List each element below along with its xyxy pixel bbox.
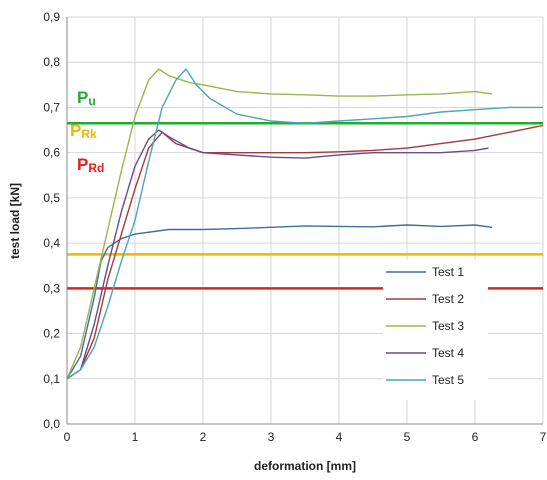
x-tick-label: 0	[64, 430, 71, 444]
reference-label-main: P	[77, 155, 88, 174]
legend-label: Test 1	[432, 265, 464, 279]
x-tick-label: 2	[200, 430, 207, 444]
x-axis-label: deformation [mm]	[254, 459, 356, 473]
x-tick-label: 5	[404, 430, 411, 444]
series-group	[66, 68, 544, 380]
x-tick-label: 7	[540, 430, 547, 444]
series-line	[66, 224, 493, 380]
legend-label: Test 3	[432, 319, 464, 333]
reference-label-sub: Rk	[81, 127, 97, 141]
legend-label: Test 4	[432, 346, 464, 360]
x-tick-label: 1	[132, 430, 139, 444]
y-tick-label: 0,0	[43, 417, 60, 431]
y-tick-label: 0,9	[43, 10, 60, 24]
y-tick-label: 0,2	[43, 327, 60, 341]
y-tick-label: 0,3	[43, 281, 60, 295]
x-tick-label: 3	[268, 430, 275, 444]
legend-label: Test 5	[432, 373, 464, 387]
reference-label-main: P	[77, 88, 88, 107]
y-tick-label: 0,6	[43, 146, 60, 160]
reference-label-main: P	[70, 121, 81, 140]
series-line	[66, 129, 489, 380]
y-tick-label: 0,1	[43, 372, 60, 386]
x-tick-label: 6	[472, 430, 479, 444]
y-tick-label: 0,4	[43, 236, 60, 250]
reference-label-sub: u	[88, 94, 95, 108]
series-line	[66, 68, 543, 380]
y-axis-label: test load [kN]	[8, 183, 22, 259]
legend: Test 1 Test 2 Test 3 Test 4 Test 5	[383, 260, 488, 400]
reference-label-sub: Rd	[88, 161, 104, 175]
x-tick-label: 4	[336, 430, 343, 444]
reference-line-label: Pu	[77, 88, 96, 108]
axes: 0 1 2 3 4 5 6 7 0,0 0,1 0,2 0,3 0,4 0,5 0,6 0,7 0,8 0,9	[43, 10, 546, 444]
reference-line-label: PRk	[70, 121, 97, 141]
y-tick-label: 0,7	[43, 100, 60, 114]
legend-box	[383, 260, 488, 400]
series-line	[66, 124, 544, 380]
legend-label: Test 2	[432, 292, 464, 306]
y-tick-label: 0,8	[43, 55, 60, 69]
reference-line-label: PRd	[77, 155, 104, 175]
y-tick-label: 0,5	[43, 191, 60, 205]
